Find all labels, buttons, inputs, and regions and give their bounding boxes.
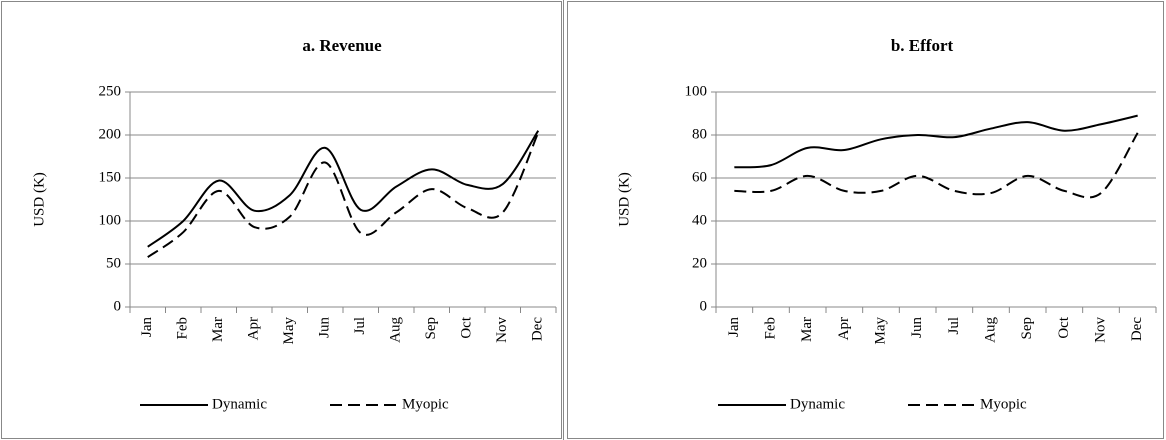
x-tick-label: Feb xyxy=(762,317,778,340)
x-tick-label: May xyxy=(281,317,297,345)
y-tick-label: 20 xyxy=(692,255,707,271)
series-line xyxy=(734,114,1138,169)
series-line xyxy=(147,130,540,248)
x-tick-label: Feb xyxy=(175,317,191,340)
x-tick-label: Jul xyxy=(946,317,962,335)
x-tick-label: Aug xyxy=(982,317,998,343)
series-line xyxy=(734,132,1139,199)
y-tick-label: 200 xyxy=(99,126,122,142)
panel-border xyxy=(567,1,1164,439)
y-tick-label: 150 xyxy=(99,169,122,185)
y-tick-label: 0 xyxy=(700,298,708,314)
chart-title: a. Revenue xyxy=(302,36,382,55)
x-tick-label: Jan xyxy=(726,317,742,337)
y-tick-label: 100 xyxy=(99,212,122,228)
x-tick-label: Nov xyxy=(494,317,510,343)
y-tick-label: 50 xyxy=(106,255,121,271)
x-tick-label: Sep xyxy=(423,317,439,340)
x-tick-label: Jun xyxy=(317,317,333,338)
x-tick-label: Oct xyxy=(1056,316,1072,338)
x-tick-label: Apr xyxy=(246,317,262,340)
x-tick-label: Aug xyxy=(388,317,404,343)
y-tick-label: 250 xyxy=(99,83,122,99)
y-tick-label: 100 xyxy=(685,83,708,99)
x-tick-label: Mar xyxy=(210,317,226,342)
legend-label: Dynamic xyxy=(212,396,267,412)
y-tick-label: 40 xyxy=(692,212,707,228)
y-tick-label: 80 xyxy=(692,126,707,142)
series-line xyxy=(147,132,540,258)
y-axis-label: USD (K) xyxy=(616,172,632,227)
x-tick-label: Mar xyxy=(799,317,815,342)
x-tick-label: Dec xyxy=(530,317,546,341)
panel-border xyxy=(1,1,562,439)
x-tick-label: Oct xyxy=(459,316,475,338)
legend-label: Myopic xyxy=(402,396,449,412)
x-tick-label: Sep xyxy=(1019,317,1035,340)
legend-label: Dynamic xyxy=(790,396,845,412)
y-axis-label: USD (K) xyxy=(31,172,47,227)
y-tick-label: 60 xyxy=(692,169,707,185)
chart-title: b. Effort xyxy=(891,36,954,55)
y-tick-label: 0 xyxy=(114,298,122,314)
x-tick-label: Jan xyxy=(139,317,155,337)
x-tick-label: Nov xyxy=(1092,317,1108,343)
x-tick-label: Dec xyxy=(1129,317,1145,341)
legend-label: Myopic xyxy=(980,396,1027,412)
x-tick-label: Apr xyxy=(836,317,852,340)
x-tick-label: Jun xyxy=(909,317,925,338)
x-tick-label: Jul xyxy=(352,317,368,335)
x-tick-label: May xyxy=(872,317,888,345)
